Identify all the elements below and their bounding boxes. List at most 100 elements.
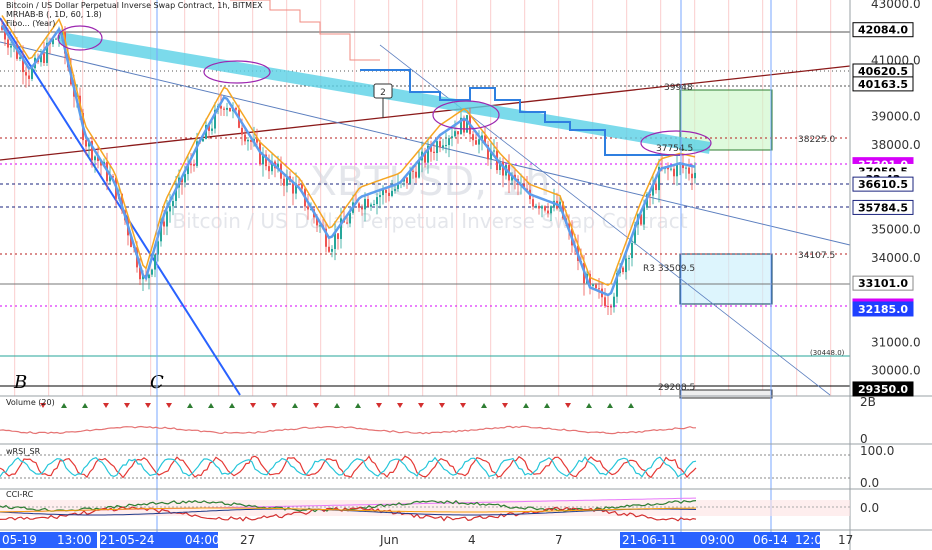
wrsi-pane (0, 454, 850, 479)
candle-body (595, 284, 597, 289)
candle-body (1, 26, 3, 30)
candle-body (598, 288, 600, 290)
time-tick-label: 21-05-24 (100, 533, 154, 547)
session-band (456, 0, 458, 396)
indicator-label: MRHAB-B (, 1D, 60, 1.8) (6, 10, 102, 19)
time-axis[interactable]: 05-19 13:00 21-05-24 04:00 27 Jun 4 7 21-06-11 09… (0, 532, 853, 548)
time-tick-label: Jun (379, 533, 399, 547)
candle-body (424, 151, 426, 163)
candle-body (22, 57, 24, 73)
time-tick-label: 7 (555, 533, 563, 547)
session-band (660, 0, 662, 396)
price-tick-label: 35000.0 (871, 223, 921, 237)
candle-body (691, 173, 693, 179)
candle-body (292, 181, 294, 194)
candle-body (502, 161, 504, 176)
session-band (796, 0, 798, 396)
candle-body (319, 225, 321, 227)
candle-body (475, 140, 477, 145)
candle-body (220, 105, 222, 109)
candle-body (7, 39, 9, 48)
candle-body (223, 108, 225, 110)
candle-body (286, 176, 288, 186)
volume-marker (82, 403, 88, 408)
candle-body (634, 224, 636, 243)
candle-body (397, 182, 399, 190)
price-badge (852, 275, 914, 291)
wrsi-axis-label: 0.0 (860, 476, 879, 490)
candle-body (376, 197, 378, 205)
candle-body (463, 117, 465, 133)
stop-box[interactable] (679, 253, 773, 305)
candle-body (295, 184, 297, 194)
candle-body (394, 189, 396, 191)
candle-body (193, 164, 195, 166)
candle-body (283, 178, 285, 186)
candle-body (652, 183, 654, 196)
candle-body (10, 45, 12, 48)
candle-body (640, 214, 642, 225)
candle-body (235, 107, 237, 110)
candle-body (682, 163, 684, 169)
volume-marker (40, 403, 46, 408)
lower-box[interactable] (679, 389, 773, 399)
candle-body (19, 57, 21, 59)
volume-marker (418, 403, 424, 408)
candle-body (262, 154, 264, 165)
candle-body (589, 273, 591, 286)
time-tick-label: 27 (240, 533, 255, 547)
volume-marker (355, 403, 361, 408)
candle-body (385, 189, 387, 193)
candle-body (169, 206, 171, 212)
time-tick-label: 13:00 (57, 533, 92, 547)
candle-body (532, 199, 534, 207)
candle-body (349, 212, 351, 224)
time-tick-label: 06-14 (753, 533, 788, 547)
time-tick-label: 4 (468, 533, 476, 547)
candle-body (139, 267, 141, 280)
price-badge-label: 40163.5 (858, 78, 908, 91)
candle-body (382, 189, 384, 196)
price-badge-label: 40620.5 (858, 65, 908, 78)
candle-body (346, 222, 348, 224)
stop-line (230, 0, 380, 61)
price-axis[interactable]: 43000.041000.039000.038000.035000.034000… (871, 0, 921, 378)
candle-body (325, 228, 327, 247)
annotation-callout[interactable]: 2 (373, 83, 393, 118)
candle-body (163, 221, 165, 227)
candle-body (58, 35, 60, 39)
candle-body (4, 29, 6, 40)
session-band (184, 0, 186, 396)
candle-body (265, 154, 267, 167)
candle-body (481, 135, 483, 140)
volume-marker (166, 403, 172, 408)
candle-body (658, 166, 660, 191)
volume-marker (586, 403, 592, 408)
candle-body (373, 204, 375, 206)
candle-body (160, 221, 162, 242)
candle-body (388, 192, 390, 196)
candle-body (172, 201, 174, 207)
cci-pane (0, 497, 850, 522)
candle-body (181, 177, 183, 183)
candle-body (547, 210, 549, 214)
volume-marker (607, 403, 613, 408)
session-band (48, 0, 50, 396)
highlight-ellipses[interactable] (57, 25, 712, 156)
candle-body (331, 248, 333, 252)
candle-body (154, 254, 156, 270)
time-tick-label: 21-06-11 (622, 533, 676, 547)
candle-body (25, 72, 27, 76)
volume-marker (628, 403, 634, 408)
volume-marker (292, 403, 298, 408)
cci-pane-label: CCI-RC (6, 490, 34, 499)
candle-body (541, 206, 543, 209)
wrsi-pane-label: wRSI_SR (6, 447, 41, 456)
level-label: 29208.5 (658, 383, 695, 393)
candle-body (184, 174, 186, 183)
price-badge (852, 176, 914, 192)
candle-body (478, 139, 480, 145)
candle-body (334, 233, 336, 249)
